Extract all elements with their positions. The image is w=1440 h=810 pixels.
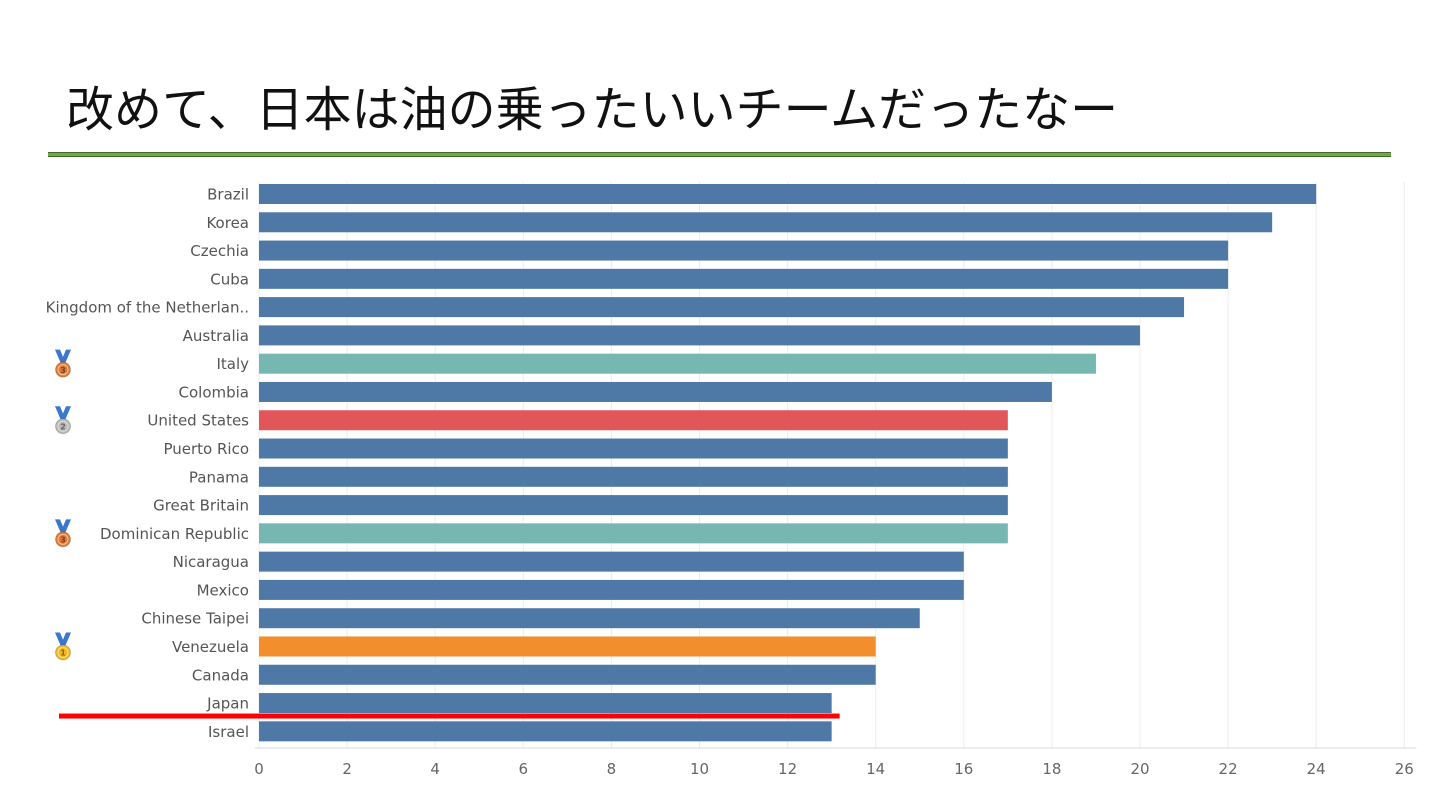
x-axis-ticks: 0 2 4 6 8 10 12 14 16 18 20 22 24 26 bbox=[254, 760, 1414, 778]
x-tick-label-8: 8 bbox=[607, 760, 617, 778]
title-rule bbox=[48, 152, 1391, 157]
bar-australia bbox=[259, 325, 1140, 346]
bar-mexico bbox=[259, 579, 964, 600]
x-tick-label-16: 16 bbox=[954, 760, 973, 778]
bar-venezuela bbox=[259, 636, 876, 657]
bars bbox=[259, 184, 1317, 742]
x-tick-label-2: 2 bbox=[342, 760, 352, 778]
medal-number: 3 bbox=[60, 366, 66, 375]
bar-israel bbox=[259, 721, 832, 742]
bar-puerto-rico bbox=[259, 438, 1008, 459]
medal-icons: 3 2 3 1 bbox=[55, 349, 71, 661]
category-label-great-britain: Great Britain bbox=[153, 497, 249, 515]
category-label-israel: Israel bbox=[208, 723, 249, 741]
category-label-puerto-rico: Puerto Rico bbox=[163, 440, 249, 458]
category-label-canada: Canada bbox=[192, 666, 249, 684]
bar-canada bbox=[259, 664, 876, 685]
medal-number: 3 bbox=[60, 536, 66, 545]
category-label-panama: Panama bbox=[189, 468, 249, 486]
category-label-chinese-taipei: Chinese Taipei bbox=[141, 610, 249, 628]
highlight-layer bbox=[59, 713, 840, 719]
x-tick-label-20: 20 bbox=[1130, 760, 1149, 778]
bar-nicaragua bbox=[259, 551, 964, 572]
bar-dominican-republic bbox=[259, 523, 1008, 544]
bar-united-states bbox=[259, 410, 1008, 431]
x-tick-label-22: 22 bbox=[1219, 760, 1238, 778]
bar-czechia bbox=[259, 240, 1229, 261]
category-label-kingdom-of-the-netherlan: Kingdom of the Netherlan.. bbox=[46, 299, 249, 317]
x-tick-label-24: 24 bbox=[1307, 760, 1326, 778]
bar-colombia bbox=[259, 381, 1052, 402]
category-label-korea: Korea bbox=[206, 214, 249, 232]
category-label-dominican-republic: Dominican Republic bbox=[100, 525, 249, 543]
category-label-brazil: Brazil bbox=[207, 186, 249, 204]
category-label-australia: Australia bbox=[183, 327, 249, 345]
medal-number: 2 bbox=[60, 422, 66, 431]
category-label-cuba: Cuba bbox=[210, 270, 249, 288]
bar-italy bbox=[259, 353, 1096, 374]
bar-kingdom-of-the-netherlan bbox=[259, 297, 1185, 318]
silver-medal-icon: 2 bbox=[55, 406, 71, 435]
category-label-venezuela: Venezuela bbox=[172, 638, 249, 656]
category-label-czechia: Czechia bbox=[190, 242, 249, 260]
x-tick-label-10: 10 bbox=[690, 760, 709, 778]
x-tick-label-4: 4 bbox=[430, 760, 440, 778]
bronze-medal-icon: 3 bbox=[55, 349, 71, 378]
bar-great-britain bbox=[259, 495, 1008, 516]
category-labels: Brazil Korea Czechia Cuba Kingdom of the Net… bbox=[46, 186, 250, 741]
x-tick-label-12: 12 bbox=[778, 760, 797, 778]
bar-chinese-taipei bbox=[259, 608, 920, 629]
slide-title: 改めて、日本は油の乗ったいいチームだったなー bbox=[66, 82, 1119, 138]
x-tick-label-6: 6 bbox=[519, 760, 529, 778]
category-label-mexico: Mexico bbox=[197, 581, 249, 599]
x-tick-label-26: 26 bbox=[1395, 760, 1414, 778]
category-label-united-states: United States bbox=[147, 412, 249, 430]
highlight-underline-japan bbox=[59, 713, 840, 719]
x-tick-label-14: 14 bbox=[866, 760, 885, 778]
category-label-colombia: Colombia bbox=[179, 383, 250, 401]
category-label-italy: Italy bbox=[216, 355, 249, 373]
x-tick-label-18: 18 bbox=[1042, 760, 1061, 778]
bar-korea bbox=[259, 212, 1273, 233]
bronze-medal-icon: 3 bbox=[55, 519, 71, 548]
category-label-nicaragua: Nicaragua bbox=[173, 553, 249, 571]
bar-panama bbox=[259, 466, 1008, 487]
category-label-japan: Japan bbox=[206, 695, 249, 713]
grid-lines bbox=[255, 182, 1417, 749]
medal-number: 1 bbox=[60, 649, 66, 658]
x-tick-label-0: 0 bbox=[254, 760, 264, 778]
gold-medal-icon: 1 bbox=[55, 632, 71, 661]
bar-japan bbox=[259, 693, 832, 714]
bar-brazil bbox=[259, 184, 1317, 204]
bar-cuba bbox=[259, 268, 1229, 289]
